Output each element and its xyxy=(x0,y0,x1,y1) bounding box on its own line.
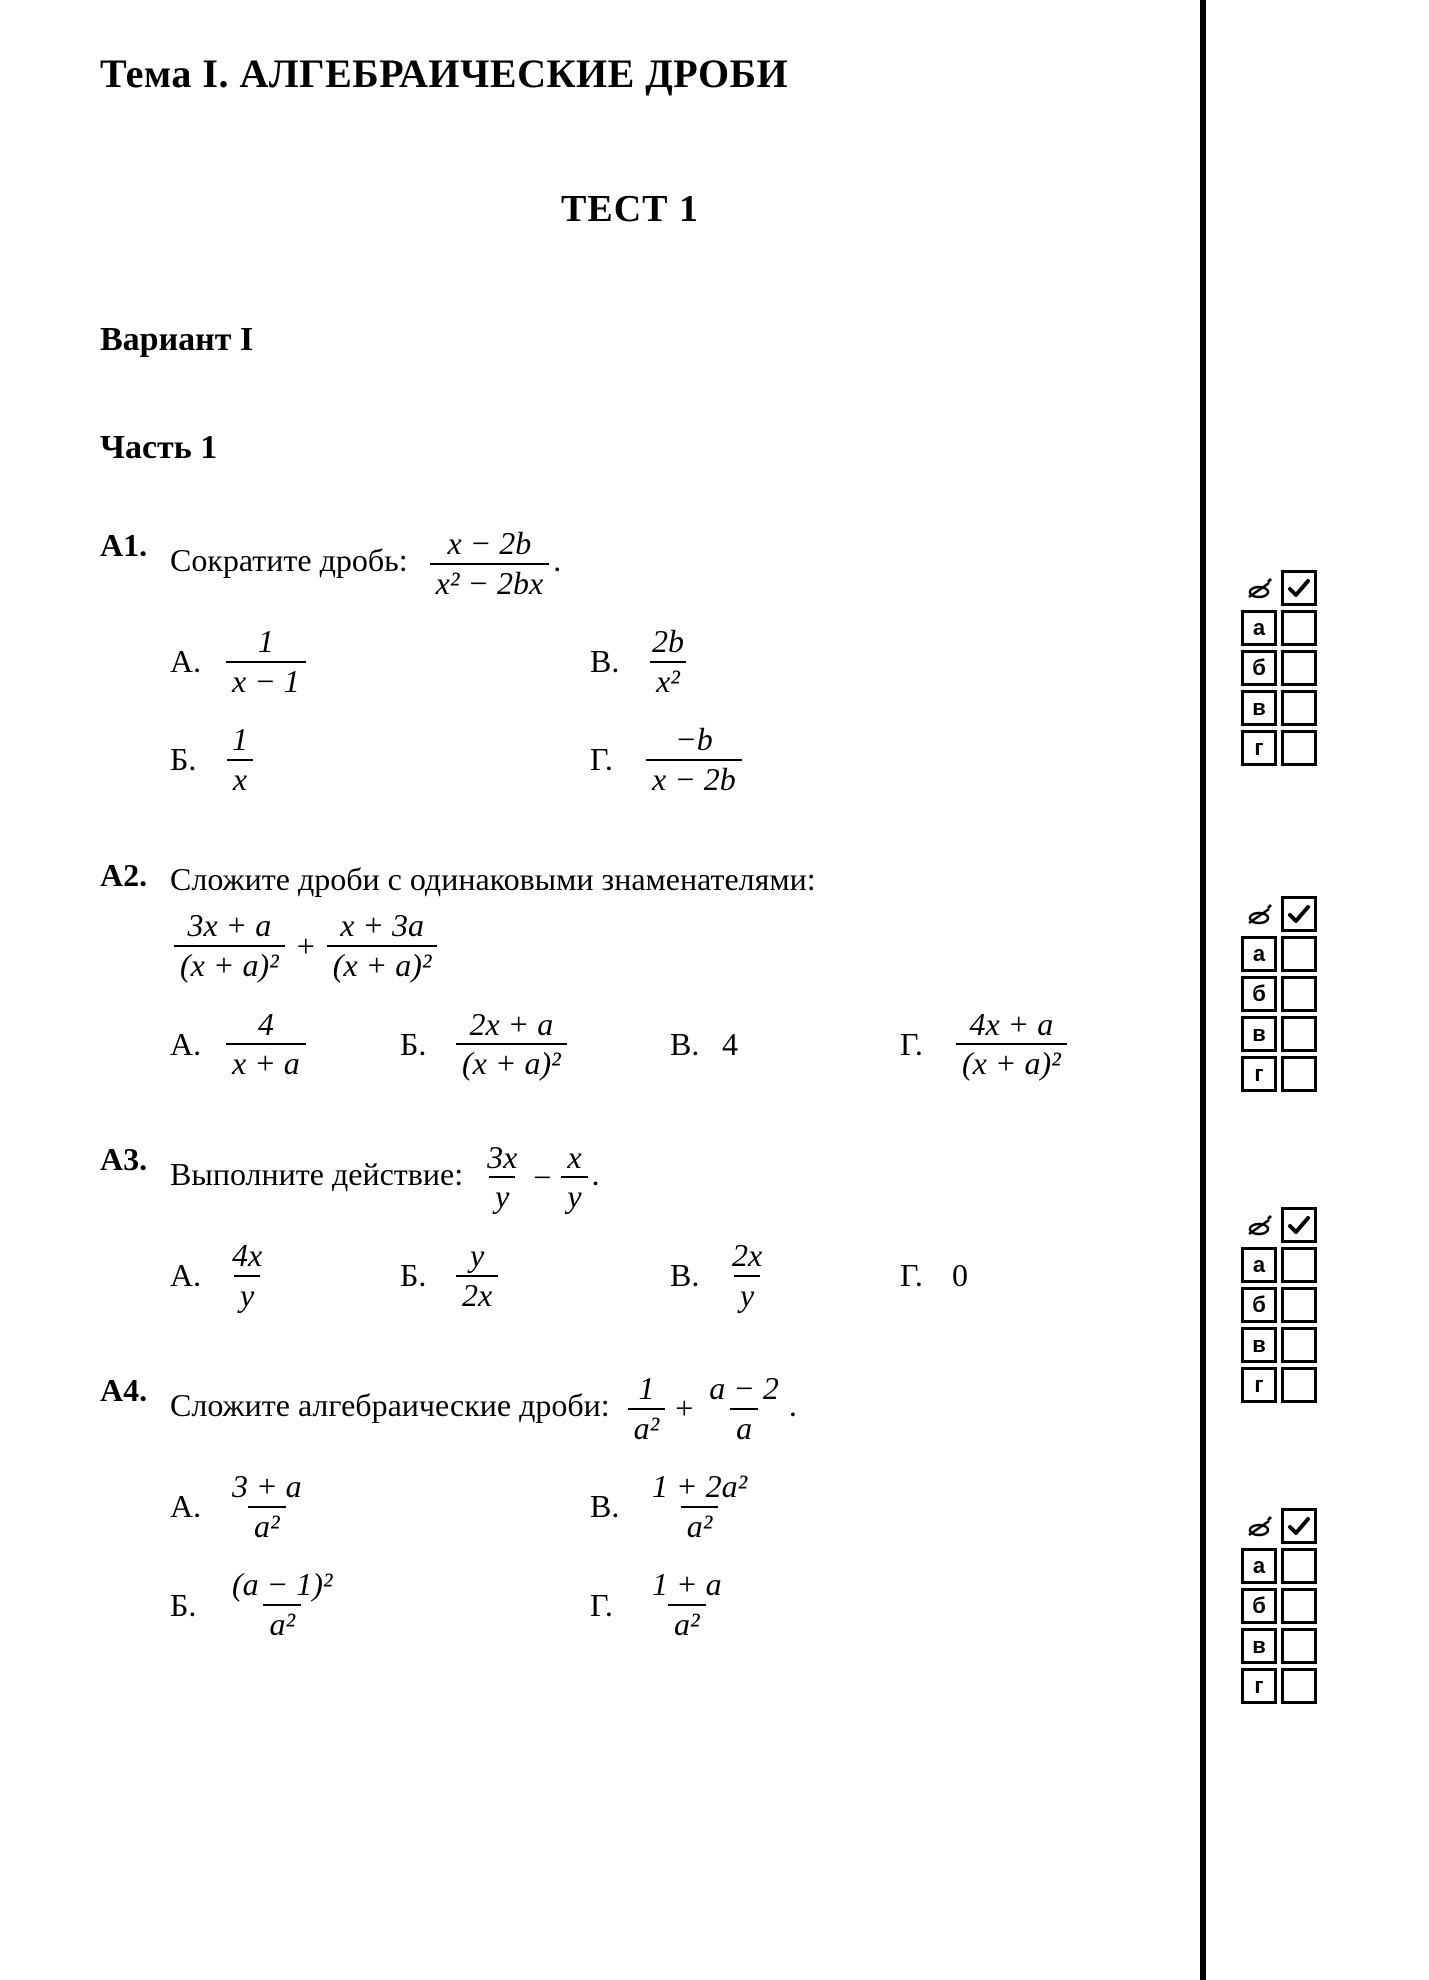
scantron-checkbox[interactable] xyxy=(1281,610,1317,646)
scantron-label: б xyxy=(1241,1588,1277,1624)
scantron-checkbox[interactable] xyxy=(1281,936,1317,972)
checkmark-example-icon xyxy=(1281,896,1317,932)
scantron-label: а xyxy=(1241,1247,1277,1283)
scantron-checkbox[interactable] xyxy=(1281,1287,1317,1323)
question-text: Сократите дробь: x − 2b x² − 2bx . xyxy=(170,527,1160,600)
answer-option: А. 4x + a xyxy=(170,1008,400,1081)
answer-option: А. 3 + aa² xyxy=(170,1470,590,1543)
scantron-label: а xyxy=(1241,610,1277,646)
variant-label: Вариант I xyxy=(100,321,1160,359)
scantron-checkbox[interactable] xyxy=(1281,1548,1317,1584)
scantron-label: в xyxy=(1241,1327,1277,1363)
scantron-label: г xyxy=(1241,1056,1277,1092)
answer-option: Г. −bx − 2b xyxy=(590,723,1010,796)
scantron-checkbox[interactable] xyxy=(1281,1016,1317,1052)
question-text: Сложите дроби с одинаковыми знаменателям… xyxy=(170,857,1160,983)
scantron-label: б xyxy=(1241,1287,1277,1323)
pencil-strike-icon xyxy=(1241,896,1277,932)
answer-option: В. 1 + 2a²a² xyxy=(590,1470,1010,1543)
question-label: А4. xyxy=(100,1372,170,1409)
pencil-strike-icon xyxy=(1241,1508,1277,1544)
answer-options: А. 3 + aa² В. 1 + 2a²a² Б. (a − 1)²a² Г.… xyxy=(170,1470,1160,1641)
scantron-checkbox[interactable] xyxy=(1281,1588,1317,1624)
question-a4: А4. Сложите алгебраические дроби: 1a² + … xyxy=(100,1372,1160,1642)
checkmark-example-icon xyxy=(1281,1508,1317,1544)
answer-option: В. 2xy xyxy=(670,1239,900,1312)
scantron-label: а xyxy=(1241,936,1277,972)
question-a2: А2. Сложите дроби с одинаковыми знаменат… xyxy=(100,857,1160,1081)
answer-options: А. 4x + a Б. 2x + a(x + a)² В. 4 Г. 4x +… xyxy=(170,1008,1160,1081)
answer-option: А. 1x − 1 xyxy=(170,625,590,698)
answer-option: Г. 4x + a(x + a)² xyxy=(900,1008,1160,1081)
scantron-a4: абвг xyxy=(1241,1508,1429,1704)
answer-sheet-column: абвг абвг абвг абвг xyxy=(1200,0,1429,1980)
test-title: ТЕСТ 1 xyxy=(100,187,1160,231)
scantron-checkbox[interactable] xyxy=(1281,1628,1317,1664)
question-label: А1. xyxy=(100,527,170,564)
scantron-checkbox[interactable] xyxy=(1281,690,1317,726)
answer-options: А. 4xy Б. y2x В. 2xy Г. 0 xyxy=(170,1239,1160,1312)
scantron-label: г xyxy=(1241,730,1277,766)
answer-options: А. 1x − 1 В. 2bx² Б. 1x Г. −bx − 2b xyxy=(170,625,1160,796)
scantron-a1: абвг xyxy=(1241,570,1429,766)
scantron-label: в xyxy=(1241,690,1277,726)
scantron-checkbox[interactable] xyxy=(1281,1668,1317,1704)
scantron-checkbox[interactable] xyxy=(1281,1056,1317,1092)
answer-option: Б. 2x + a(x + a)² xyxy=(400,1008,670,1081)
answer-option: Б. 1x xyxy=(170,723,590,796)
checkmark-example-icon xyxy=(1281,570,1317,606)
scantron-label: б xyxy=(1241,650,1277,686)
scantron-a3: абвг xyxy=(1241,1207,1429,1403)
answer-option: Б. y2x xyxy=(400,1239,670,1312)
question-label: А2. xyxy=(100,857,170,894)
scantron-label: в xyxy=(1241,1628,1277,1664)
question-text: Выполните действие: 3xy − xy . xyxy=(170,1141,1160,1214)
answer-option: В. 4 xyxy=(670,1026,900,1063)
scantron-label: а xyxy=(1241,1548,1277,1584)
page: Тема I. АЛГЕБРАИЧЕСКИЕ ДРОБИ ТЕСТ 1 Вари… xyxy=(0,0,1429,1980)
answer-option: В. 2bx² xyxy=(590,625,1010,698)
scantron-a2: абвг xyxy=(1241,896,1429,1092)
main-column: Тема I. АЛГЕБРАИЧЕСКИЕ ДРОБИ ТЕСТ 1 Вари… xyxy=(0,0,1200,1980)
scantron-checkbox[interactable] xyxy=(1281,1247,1317,1283)
question-a1: А1. Сократите дробь: x − 2b x² − 2bx . А… xyxy=(100,527,1160,797)
question-text: Сложите алгебраические дроби: 1a² + a − … xyxy=(170,1372,1160,1445)
answer-option: Г. 1 + aa² xyxy=(590,1568,1010,1641)
pencil-strike-icon xyxy=(1241,1207,1277,1243)
scantron-label: в xyxy=(1241,1016,1277,1052)
checkmark-example-icon xyxy=(1281,1207,1317,1243)
scantron-checkbox[interactable] xyxy=(1281,1327,1317,1363)
scantron-checkbox[interactable] xyxy=(1281,730,1317,766)
answer-option: Б. (a − 1)²a² xyxy=(170,1568,590,1641)
scantron-checkbox[interactable] xyxy=(1281,976,1317,1012)
answer-option: А. 4xy xyxy=(170,1239,400,1312)
scantron-checkbox[interactable] xyxy=(1281,1367,1317,1403)
scantron-label: г xyxy=(1241,1668,1277,1704)
scantron-label: г xyxy=(1241,1367,1277,1403)
pencil-strike-icon xyxy=(1241,570,1277,606)
topic-title: Тема I. АЛГЕБРАИЧЕСКИЕ ДРОБИ xyxy=(100,50,1160,97)
scantron-label: б xyxy=(1241,976,1277,1012)
scantron-checkbox[interactable] xyxy=(1281,650,1317,686)
answer-option: Г. 0 xyxy=(900,1257,1160,1294)
question-label: А3. xyxy=(100,1141,170,1178)
question-a3: А3. Выполните действие: 3xy − xy . А. 4x… xyxy=(100,1141,1160,1312)
part-label: Часть 1 xyxy=(100,429,1160,467)
